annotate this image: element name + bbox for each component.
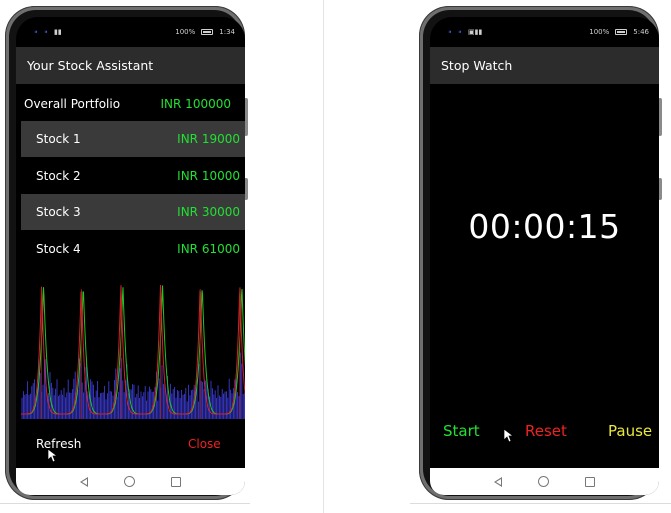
status-bar: ⁍ ⁍ ▮▮ 100% 1:34 <box>16 17 245 47</box>
status-time: 5:46 <box>633 28 649 36</box>
signal-icon: ▣▮▮ <box>468 28 483 36</box>
portfolio-row: Overall Portfolio INR 100000 <box>16 85 245 122</box>
nav-home-icon[interactable] <box>124 476 135 487</box>
nav-back-icon[interactable] <box>494 476 502 487</box>
stopwatch-time: 00:00:15 <box>468 207 621 246</box>
start-button[interactable]: Start <box>443 422 480 440</box>
app-title: Stop Watch <box>441 58 513 73</box>
notification-icon-2: ⁍ <box>44 27 48 37</box>
stock-chart <box>21 285 245 419</box>
chart-series-line <box>21 285 245 415</box>
status-bar: ⁍ ⁍ ▣▮▮ 100% 5:46 <box>430 17 659 47</box>
reset-button[interactable]: Reset <box>525 422 567 440</box>
stock-name: Stock 1 <box>36 132 81 146</box>
stock-name: Stock 2 <box>36 169 81 183</box>
nav-recent-icon[interactable] <box>585 476 595 487</box>
panel-separator <box>323 0 324 513</box>
stock-value: INR 30000 <box>177 205 240 219</box>
portfolio-label: Overall Portfolio <box>24 96 121 111</box>
status-time: 1:34 <box>219 28 235 36</box>
mouse-cursor-icon <box>504 429 514 443</box>
signal-icon: ▮▮ <box>54 28 62 36</box>
notification-icon: ⁍ <box>34 27 38 37</box>
system-nav-bar <box>16 468 245 495</box>
app-title-bar: Stop Watch <box>430 47 659 84</box>
battery-percent: 100% <box>589 28 610 36</box>
stock-value: INR 61000 <box>177 242 240 256</box>
divider-left <box>0 503 250 504</box>
stock-row-4[interactable]: Stock 4 INR 61000 <box>21 231 245 267</box>
nav-recent-icon[interactable] <box>171 476 181 487</box>
app-title-bar: Your Stock Assistant <box>16 47 245 84</box>
app-title: Your Stock Assistant <box>27 58 154 73</box>
stock-name: Stock 4 <box>36 242 81 256</box>
phone-stopwatch: ⁍ ⁍ ▣▮▮ 100% 5:46 Stop Watch 00:00:15 St… <box>419 6 662 500</box>
notification-icon: ⁍ <box>448 27 452 37</box>
close-button[interactable]: Close <box>188 437 221 451</box>
stock-name: Stock 3 <box>36 205 81 219</box>
nav-back-icon[interactable] <box>80 476 88 487</box>
divider-right <box>410 503 671 504</box>
stock-value: INR 19000 <box>177 132 240 146</box>
battery-icon <box>201 29 214 35</box>
system-nav-bar <box>430 468 659 495</box>
pause-button[interactable]: Pause <box>608 422 653 440</box>
portfolio-value: INR 100000 <box>160 96 231 111</box>
stock-value: INR 10000 <box>177 169 240 183</box>
notification-icon-2: ⁍ <box>458 27 462 37</box>
phone-stock-assistant: ⁍ ⁍ ▮▮ 100% 1:34 Your Stock Assistant Ov… <box>5 6 248 500</box>
battery-icon <box>615 29 628 35</box>
battery-percent: 100% <box>175 28 196 36</box>
stock-screen: ⁍ ⁍ ▮▮ 100% 1:34 Your Stock Assistant Ov… <box>16 17 245 495</box>
stock-row-3[interactable]: Stock 3 INR 30000 <box>21 194 245 230</box>
nav-home-icon[interactable] <box>538 476 549 487</box>
power-button <box>244 178 248 200</box>
volume-button <box>658 98 662 136</box>
mouse-cursor-icon <box>48 449 58 463</box>
stock-row-1[interactable]: Stock 1 INR 19000 <box>21 121 245 157</box>
stopwatch-screen: ⁍ ⁍ ▣▮▮ 100% 5:46 Stop Watch 00:00:15 St… <box>430 17 659 495</box>
volume-button <box>244 98 248 136</box>
power-button <box>658 178 662 200</box>
refresh-button[interactable]: Refresh <box>36 437 82 451</box>
stock-row-2[interactable]: Stock 2 INR 10000 <box>21 158 245 194</box>
